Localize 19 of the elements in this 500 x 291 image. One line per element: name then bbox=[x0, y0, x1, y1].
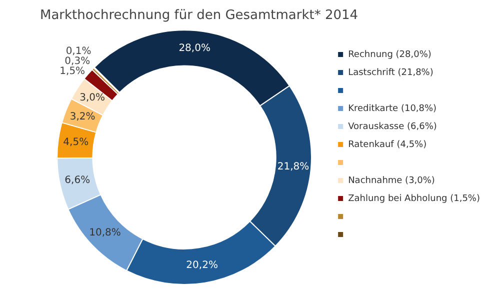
data-label: 3,0% bbox=[80, 92, 105, 104]
data-label: 10,8% bbox=[89, 227, 121, 238]
data-label: 20,2% bbox=[186, 260, 218, 271]
chart-title: Markthochrechnung für den Gesamtmarkt* 2014 bbox=[40, 8, 358, 24]
data-label: 1,5% bbox=[60, 66, 86, 78]
legend-label: Ratenkauf (4,5%) bbox=[348, 140, 427, 150]
legend-label: Zahlung bei Abholung (1,5%) bbox=[348, 194, 480, 204]
legend-label: Kreditkarte (10,8%) bbox=[348, 104, 437, 114]
legend-label: Nachnahme (3,0%) bbox=[348, 176, 435, 186]
data-label: 3,2% bbox=[70, 112, 96, 123]
data-label: 0,1% bbox=[66, 46, 92, 58]
legend-label: Vorauskasse (6,6%) bbox=[348, 122, 437, 132]
data-label: 0,3% bbox=[64, 56, 90, 68]
data-label: 4,5% bbox=[63, 137, 89, 148]
data-label: 21,8% bbox=[277, 162, 310, 173]
legend-label: Rechnung (28,0%) bbox=[348, 50, 432, 60]
legend-label: Lastschrift (21,8%) bbox=[348, 68, 434, 78]
data-label: 28,0% bbox=[178, 42, 210, 54]
data-label: 6,6% bbox=[64, 175, 90, 186]
